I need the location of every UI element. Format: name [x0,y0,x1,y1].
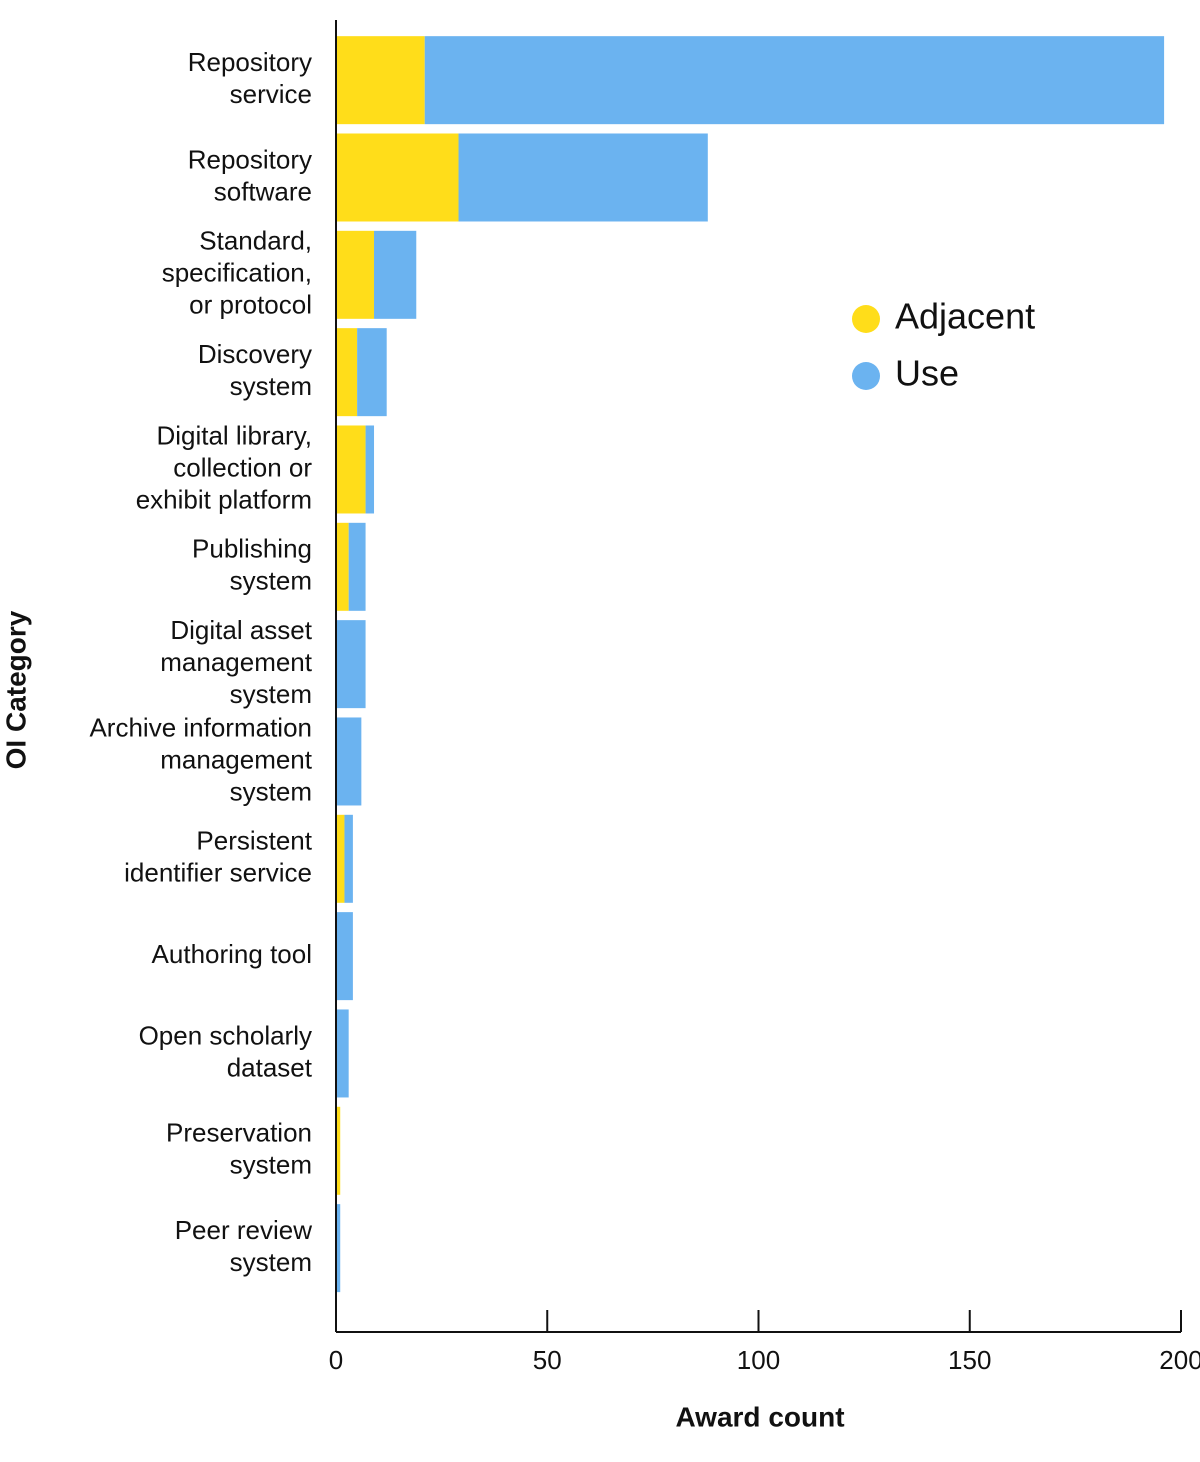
category-label: system [230,371,312,401]
bar-segment [336,230,375,319]
category-label: management [160,744,313,774]
bar-segment [336,1106,341,1195]
x-tick-label: 200 [1159,1345,1200,1375]
category-label: or protocol [189,290,312,320]
bar-segment [336,814,345,903]
category-label: system [230,1150,312,1180]
bar-segment [336,912,353,1001]
category-label: system [230,1247,312,1277]
category-label: Persistent [196,826,312,856]
bar-segment [336,425,366,514]
category-label: exhibit platform [136,484,312,514]
category-label: Standard, [199,226,312,256]
category-label: Repository [188,47,312,77]
bar-segment [336,1009,349,1098]
x-tick-label: 100 [737,1345,780,1375]
x-axis-title: Award count [675,1401,844,1432]
category-label: identifier service [124,858,312,888]
bar-segment [336,36,425,125]
bar-segment [336,522,349,611]
category-label: Digital asset [170,615,312,645]
category-label: Discovery [198,339,312,369]
category-label: Authoring tool [152,939,312,969]
bar-segment [344,814,353,903]
bar-segment [374,230,417,319]
category-label: system [230,566,312,596]
legend-label: Adjacent [895,296,1035,337]
bar-segment [348,522,366,611]
category-label: Peer review [175,1215,312,1245]
category-label: Publishing [192,534,312,564]
bar-segment [357,328,387,417]
category-label: Repository [188,144,312,174]
legend-swatch [852,305,880,333]
category-label: collection or [173,452,312,482]
x-tick-label: 0 [329,1345,343,1375]
x-tick-label: 50 [533,1345,562,1375]
legend-swatch [852,362,880,390]
bar-segment [336,328,358,417]
category-label: Digital library, [156,420,312,450]
bar-segment [365,425,375,514]
bar-segment [336,620,366,709]
category-label: software [214,176,312,206]
category-label: Open scholarly [139,1020,312,1050]
bar-segment [458,133,708,222]
category-label: Archive information [89,712,312,742]
bar-segment [336,1204,341,1293]
bar-segment [424,36,1165,125]
category-label: service [230,79,312,109]
category-label: specification, [162,258,312,288]
category-label: Preservation [166,1118,312,1148]
category-label: management [160,647,313,677]
x-tick-label: 150 [948,1345,991,1375]
category-label: system [230,679,312,709]
category-label: dataset [227,1052,313,1082]
legend-label: Use [895,353,959,394]
category-label: system [230,776,312,806]
y-axis-title: OI Category [0,610,31,769]
bar-segment [336,717,362,806]
bar-segment [336,133,459,222]
